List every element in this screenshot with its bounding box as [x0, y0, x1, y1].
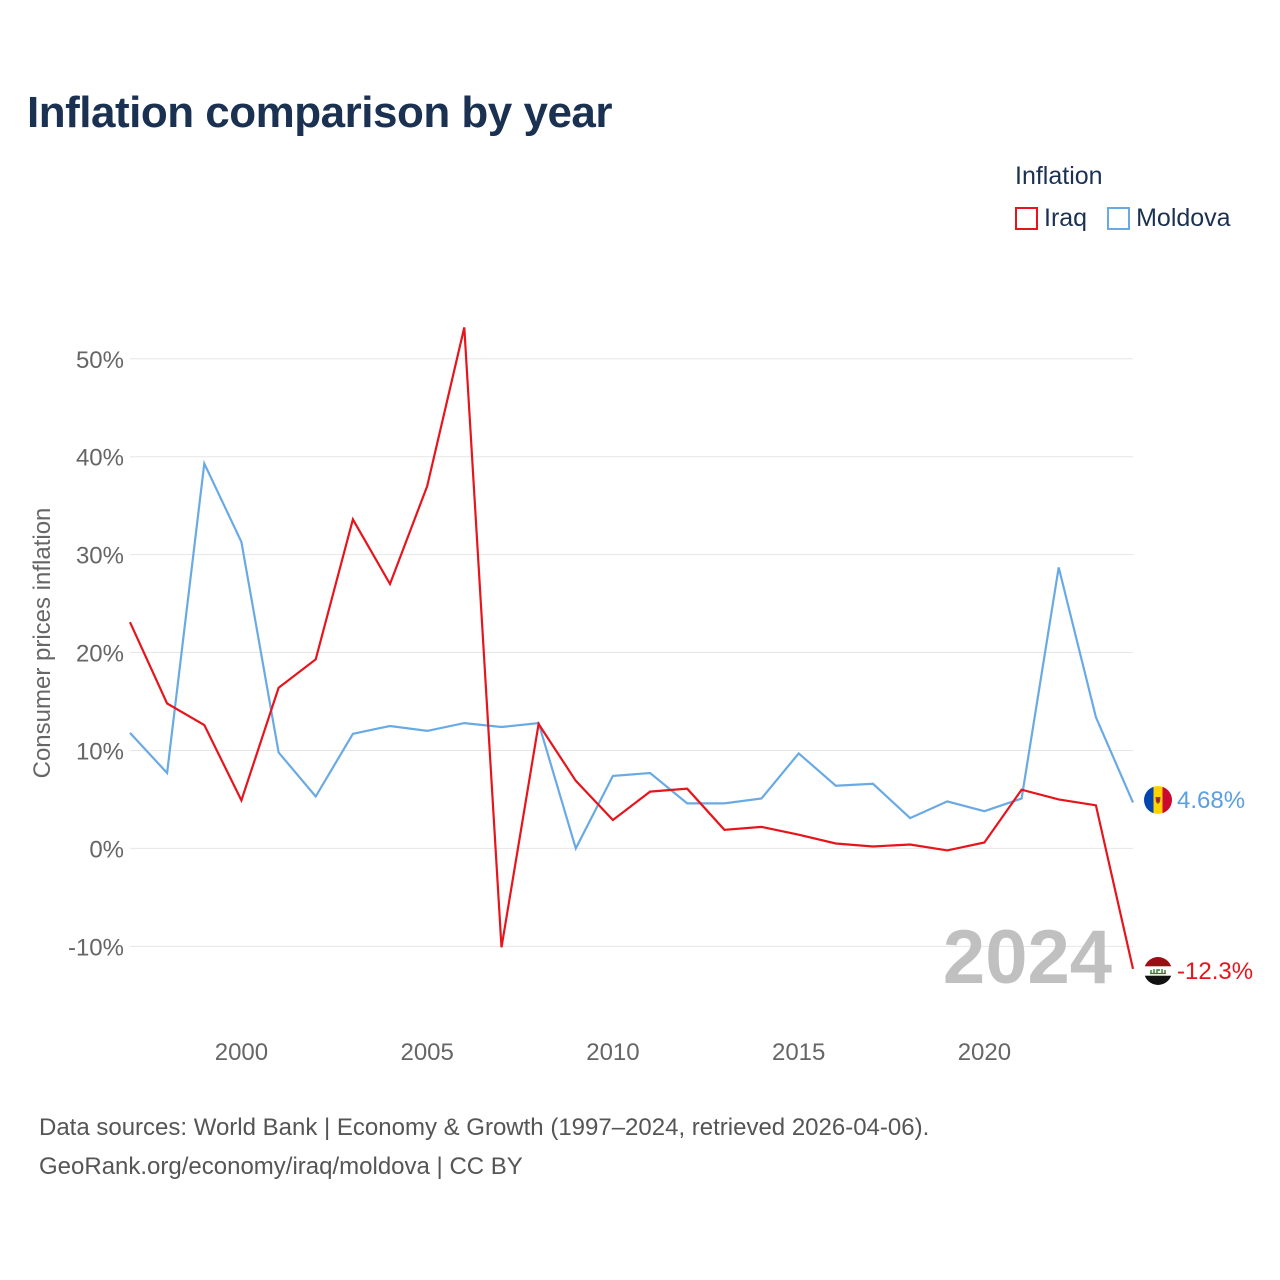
end-label-iraq: -12.3%: [1177, 958, 1253, 985]
series-lines: [128, 327, 1135, 970]
moldova-flag-icon: [1144, 786, 1172, 814]
legend-item-moldova[interactable]: Moldova: [1107, 204, 1231, 233]
x-tick-label: 2020: [958, 1039, 1011, 1066]
legend: Iraq Moldova: [1015, 204, 1231, 233]
x-tick-label: 2010: [586, 1039, 639, 1066]
iraq-flag-icon: [1144, 957, 1172, 985]
y-tick-label: 10%: [76, 738, 124, 765]
y-axis-label: Consumer prices inflation: [29, 508, 56, 779]
y-tick-label: -10%: [68, 934, 124, 961]
footer-link[interactable]: GeoRank.org/economy/iraq/moldova | CC BY: [39, 1153, 523, 1180]
y-axis-ticks: -10% 0% 10% 20% 30% 40% 50%: [68, 347, 124, 962]
end-markers: [1144, 786, 1172, 985]
legend-item-iraq[interactable]: Iraq: [1015, 204, 1087, 233]
series-line-moldova: [129, 459, 1135, 852]
year-watermark: 2024: [943, 915, 1112, 1000]
legend-label-moldova: Moldova: [1136, 204, 1231, 232]
legend-swatch-moldova: [1107, 207, 1131, 230]
x-tick-label: 2015: [772, 1039, 825, 1066]
x-tick-label: 2005: [400, 1039, 453, 1066]
y-tick-label: 30%: [76, 543, 124, 570]
y-tick-label: 50%: [76, 347, 124, 374]
legend-title: Inflation: [1015, 162, 1103, 190]
legend-label-iraq: Iraq: [1044, 204, 1088, 232]
end-label-moldova: 4.68%: [1177, 787, 1245, 814]
footer-sources: Data sources: World Bank | Economy & Gro…: [39, 1114, 930, 1141]
grid: [130, 358, 1133, 947]
footer: Data sources: World Bank | Economy & Gro…: [39, 1108, 929, 1186]
legend-swatch-iraq: [1015, 207, 1038, 230]
y-tick-label: 20%: [76, 641, 124, 668]
y-tick-label: 40%: [76, 445, 124, 472]
chart-title: Inflation comparison by year: [27, 88, 613, 137]
series-line-iraq: [128, 327, 1135, 970]
y-tick-label: 0%: [89, 836, 124, 863]
x-tick-label: 2000: [215, 1039, 268, 1066]
end-labels: 4.68% -12.3%: [1177, 787, 1253, 985]
x-axis-ticks: 2000 2005 2010 2015 2020: [215, 1039, 1011, 1066]
